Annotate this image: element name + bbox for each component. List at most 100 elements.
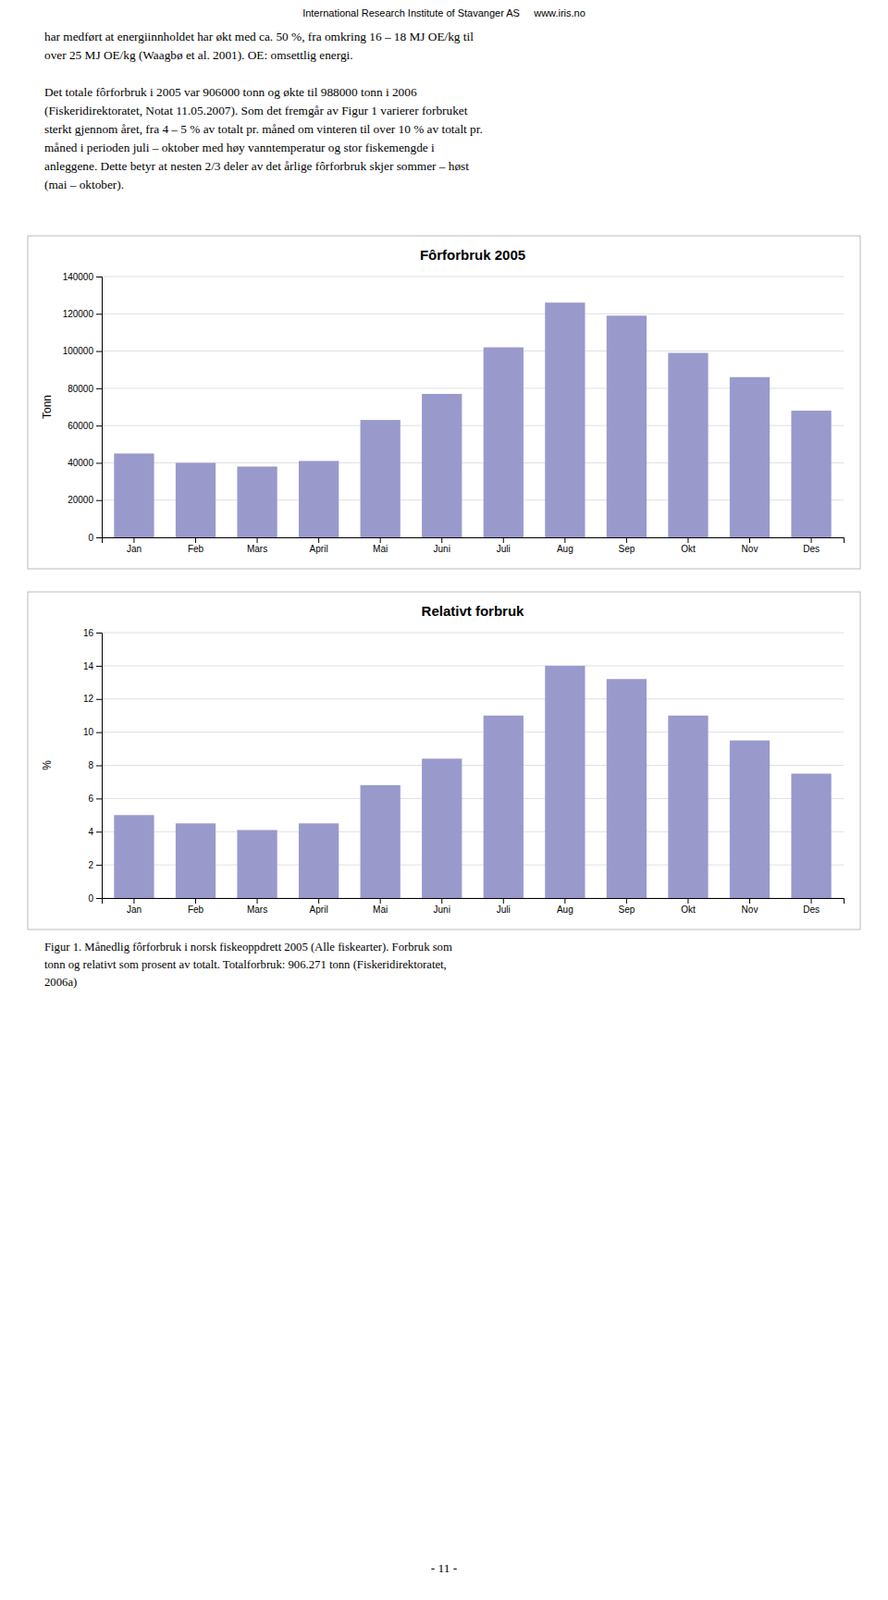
grid [101,632,844,899]
y-tick: 16 [83,628,102,639]
x-tick-label: Juli [496,904,511,915]
bar [790,773,831,899]
x-tick: Sep [617,898,635,915]
paragraph-line: (Fiskeridirektoratet, Notat 11.05.2007).… [44,103,469,118]
x-tick-mark [626,537,628,543]
y-tick-label: 10 [83,727,95,738]
y-tick-label: 14 [83,661,95,672]
x-tick-label: April [309,543,329,555]
y-tick: 4 [87,826,102,838]
bar [544,666,585,899]
bar [175,823,216,899]
bar [236,466,277,538]
x-tick-label: Okt [680,904,696,915]
x-tick-label: April [309,904,329,915]
y-tick-mark [96,831,102,833]
chart: 020000400006000080000100000120000140000J… [27,235,861,569]
chart: 0246810121416JanFebMarsAprilMaiJuniJuliA… [27,592,861,930]
grid-line [101,276,844,278]
paragraph-line: sterkt gjennom året, fra 4 – 5 % av tota… [44,122,483,136]
x-tick-label: Mars [246,543,268,555]
x-tick: Juni [433,537,451,555]
y-tick: 140000 [62,271,102,283]
x-tick: April [309,898,329,915]
bar [298,460,339,538]
x-tick-label: Aug [556,904,574,915]
y-tick-mark [96,699,102,701]
x-tick-label: Okt [680,543,696,555]
x-tick-mark [811,898,813,904]
y-tick: 2 [87,860,102,871]
y-axis: 020000400006000080000100000120000140000 [62,271,103,543]
grid-line [101,350,844,352]
y-tick: 6 [87,793,102,804]
bar [606,315,647,538]
chart-box [27,592,861,930]
y-tick-label: 140000 [62,271,95,283]
bar [483,715,524,899]
bar [175,462,216,538]
x-tick-label: Juli [496,543,511,555]
x-tick-label: Feb [187,904,205,915]
page: International Research Institute of Stav… [0,0,888,1600]
x-tick: Des [802,898,820,915]
x-tick: Okt [680,898,696,915]
y-axis-line [96,633,103,900]
x-tick: Des [802,537,820,555]
x-tick: Nov [741,898,759,915]
y-tick-label: 2 [87,860,94,871]
y-tick: 14 [83,661,102,672]
bar [113,814,154,899]
x-tick-mark [380,898,382,904]
chart-title: Relativt forbruk [421,603,526,619]
x-tick-mark [811,537,813,543]
x-tick-mark [749,898,751,904]
bar [667,715,708,899]
y-axis: 0246810121416 [83,628,103,904]
y-tick-mark [96,276,102,278]
x-tick-mark [441,898,443,904]
x-tick-label: Mars [246,904,268,915]
paragraph: har medført at energiinnholdet har økt m… [44,29,474,62]
x-tick-label: Sep [617,543,635,555]
y-axis-title: Tonn [40,394,54,420]
paragraph-line: Det totale fôrforbruk i 2005 var 906000 … [44,85,418,99]
y-tick-label: 120000 [62,308,95,320]
x-tick: Juli [496,537,511,555]
bar [360,419,401,538]
paragraph: Det totale fôrforbruk i 2005 var 906000 … [44,85,483,192]
y-tick-label: 20000 [67,494,94,506]
bar [544,302,585,538]
x-tick-label: Jan [126,543,142,555]
y-tick-mark [96,732,102,734]
y-tick: 12 [83,693,102,704]
y-tick-mark [96,898,102,900]
x-tick: Aug [556,537,574,555]
grid-line [101,632,844,634]
x-tick: Aug [556,898,574,915]
grid-line [101,731,844,733]
bar [421,394,462,538]
grid [101,276,844,538]
x-axis-line [102,899,845,905]
x-tick-mark [195,898,197,904]
y-tick: 10 [83,727,102,738]
y-tick-mark [96,388,102,390]
x-tick-label: Jan [126,904,142,915]
chart-box [27,235,861,569]
x-tick-label: Nov [741,904,759,915]
chart-title: Fôrforbruk 2005 [419,246,526,263]
x-tick-mark [380,537,382,543]
x-tick-label: Des [802,904,820,915]
x-tick: Jan [126,537,142,555]
x-tick: April [309,537,329,555]
x-tick-mark [318,537,320,543]
x-tick: Juni [433,898,451,915]
y-tick-label: 4 [87,826,94,838]
x-tick-label: Mai [372,904,388,915]
y-tick: 60000 [67,420,102,432]
y-tick-label: 8 [87,760,94,771]
x-tick-mark [626,898,628,904]
y-tick: 40000 [67,457,102,469]
y-tick-label: 6 [87,793,94,804]
